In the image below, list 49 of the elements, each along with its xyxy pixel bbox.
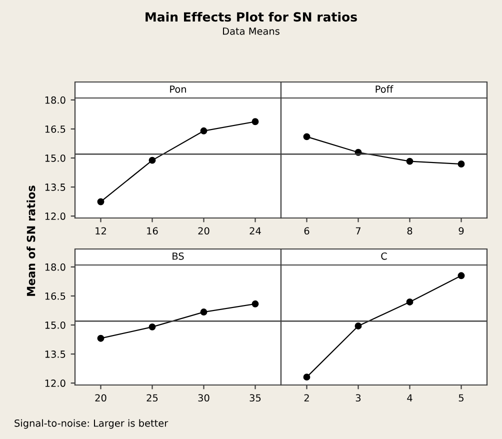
point (97, 334, 104, 342)
x-axis-title: Poff (376, 85, 394, 93)
y-tick-label: 12.0 (45, 380, 66, 387)
y-tick-label: 16.5 (45, 125, 66, 133)
point (406, 158, 414, 165)
point (200, 127, 208, 134)
x-tick-label: 25 (146, 394, 158, 402)
x-tick-label: 16 (147, 227, 158, 235)
chart-subtitle: Data Means (223, 28, 280, 35)
point (148, 156, 156, 164)
point (252, 118, 259, 126)
x-tick-label: 12 (96, 227, 106, 234)
y-tick-label: 15.0 (45, 321, 66, 329)
y-tick-label: 13.5 (45, 350, 66, 358)
x-tick-label: 9 (458, 227, 464, 235)
point (200, 308, 208, 316)
x-tick-label: 7 (356, 227, 361, 234)
point (303, 374, 310, 381)
x-tick-label: 30 (198, 394, 210, 402)
text: Signal-to-noise: Larger is better (14, 419, 168, 429)
y-tick-label: 18.0 (45, 263, 66, 271)
x-tick-label: 2 (304, 394, 309, 402)
point (303, 133, 310, 140)
point (354, 322, 362, 330)
y-tick-label: 13.5 (45, 184, 66, 191)
point (458, 272, 465, 280)
point (148, 323, 156, 330)
x-axis-title: BS (172, 252, 184, 260)
x-tick-label: 24 (250, 227, 261, 234)
x-axis-title: C (381, 252, 387, 260)
y-axis-title: Mean of SN ratios (26, 186, 36, 296)
x-tick-label: 35 (250, 394, 261, 402)
x-tick-label: 20 (198, 227, 210, 235)
chart-title: Main Effects Plot for SN ratios (146, 12, 357, 22)
point (406, 298, 414, 306)
x-tick-label: 5 (458, 394, 464, 402)
point (458, 160, 465, 168)
y-tick-label: 12.0 (45, 212, 66, 220)
x-tick-label: 20 (95, 394, 106, 402)
x-tick-label: 8 (407, 227, 412, 235)
x-tick-label: 4 (407, 394, 412, 402)
point (252, 300, 259, 308)
y-tick-label: 15.0 (45, 154, 66, 162)
x-tick-label: 6 (304, 227, 310, 235)
x-axis-title: Pon (170, 86, 186, 93)
y-tick-label: 16.5 (45, 292, 66, 300)
y-tick-label: 18.0 (45, 96, 66, 104)
x-tick-label: 3 (356, 394, 361, 402)
point (97, 198, 104, 206)
